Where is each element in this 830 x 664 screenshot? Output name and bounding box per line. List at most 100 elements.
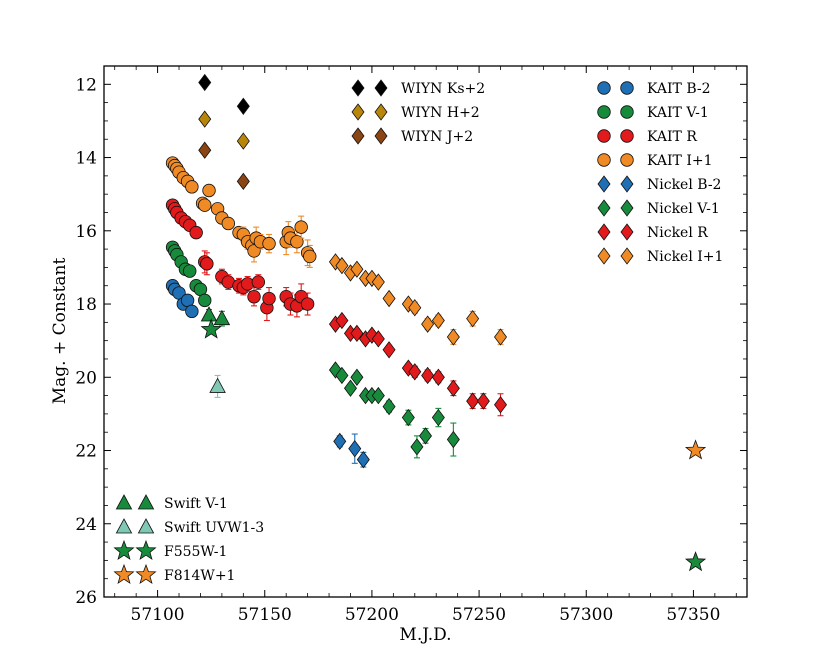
- data-point: [189, 225, 203, 240]
- data-point: [431, 311, 445, 330]
- data-point: [382, 341, 396, 359]
- data-point: [200, 306, 218, 322]
- plot-frame: [103, 65, 748, 598]
- data-point: [236, 172, 250, 191]
- x-tick-label: 57150: [238, 605, 292, 625]
- data-point: [408, 299, 422, 317]
- legend-marker: [597, 199, 611, 217]
- x-tick-label: 57100: [131, 605, 185, 625]
- y-tick-label: 26: [75, 588, 97, 608]
- y-tick-label: 14: [75, 149, 97, 169]
- legend-label: KAIT B-2: [647, 81, 711, 97]
- data-point: [213, 309, 231, 326]
- legend-item: F555W-1: [113, 539, 227, 561]
- axes: 57100 57150 57200 57250 57300 57350 12 14 16 18 20…: [75, 66, 747, 625]
- data-point: [236, 132, 250, 150]
- legend-label: Swift V-1: [164, 496, 228, 512]
- legend-bottom-left: Swift V-1 Swift UVW1-3 F555W-1 F814W+1: [113, 494, 264, 585]
- data-point: [401, 408, 415, 427]
- legend-marker: [597, 105, 611, 119]
- legend-label: F555W-1: [164, 544, 227, 560]
- x-tick-label: 57200: [345, 605, 399, 625]
- legend-item: KAIT V-1: [597, 105, 709, 121]
- data-point: [421, 315, 435, 333]
- series-wiyn_j: [198, 141, 250, 191]
- legend-marker: [597, 175, 611, 193]
- y-tick-label: 18: [75, 295, 97, 315]
- legend-item: F814W+1: [113, 563, 235, 585]
- data-point: [350, 260, 364, 278]
- legend-marker: [115, 518, 133, 534]
- data-point: [371, 330, 385, 348]
- y-tick-label: 12: [75, 75, 97, 95]
- series-kait_i: [165, 156, 317, 268]
- legend-marker: [374, 79, 388, 97]
- data-point: [371, 386, 385, 405]
- legend-label: KAIT V-1: [647, 105, 709, 121]
- series-kait_r: [165, 198, 315, 322]
- data-point: [466, 392, 480, 410]
- data-point: [303, 249, 317, 264]
- legend-marker: [113, 563, 135, 585]
- data-point: [431, 368, 445, 386]
- legend-label: KAIT R: [647, 129, 697, 145]
- series-nickel_r: [328, 311, 508, 417]
- legend-marker: [351, 79, 365, 97]
- legend-label: Swift UVW1-3: [164, 520, 264, 536]
- series-kait_v: [165, 240, 212, 308]
- data-point: [202, 183, 216, 198]
- legend-item: Nickel R: [597, 223, 708, 241]
- y-tick-label: 24: [75, 515, 97, 535]
- data-point: [350, 324, 364, 342]
- legend-label: F814W+1: [164, 568, 235, 584]
- legend-marker: [115, 494, 133, 510]
- y-tick-label: 16: [75, 222, 97, 242]
- y-axis-label: Mag. + Constant: [50, 258, 70, 405]
- legend-marker: [620, 153, 634, 167]
- data-point: [494, 328, 508, 346]
- data-point: [446, 379, 460, 397]
- legend-marker: [597, 223, 611, 241]
- legend-item: Nickel I+1: [597, 247, 723, 265]
- data-point: [198, 198, 212, 212]
- legend-item: KAIT B-2: [597, 81, 711, 97]
- series-nickel_b: [333, 432, 370, 469]
- data-point: [684, 439, 707, 460]
- legend-marker: [620, 175, 634, 193]
- legend-marker: [620, 199, 634, 217]
- legend-marker: [597, 247, 611, 265]
- y-tick-label: 20: [75, 368, 97, 388]
- legend-marker: [374, 103, 388, 121]
- legend-label: Nickel B-2: [647, 177, 721, 193]
- data-point: [356, 451, 370, 469]
- legend-item: KAIT R: [597, 129, 697, 145]
- legend-marker: [620, 247, 634, 265]
- data-point: [348, 440, 362, 458]
- series-kait_b: [165, 279, 199, 319]
- data-point: [431, 408, 445, 427]
- data-point: [294, 220, 308, 234]
- data-point: [494, 396, 508, 414]
- legend-marker: [137, 518, 155, 534]
- data-point: [198, 293, 212, 308]
- series-nickel_i: [328, 253, 508, 346]
- series-f555w: [200, 318, 707, 572]
- data-point: [466, 310, 480, 328]
- data-point: [247, 290, 261, 304]
- data-point: [247, 244, 261, 258]
- legend-marker: [137, 494, 155, 510]
- legend-label: Nickel R: [647, 225, 708, 241]
- data-point: [198, 110, 212, 128]
- legend-label: Nickel V-1: [647, 201, 720, 217]
- series-wiyn_h: [198, 110, 250, 150]
- data-point: [335, 366, 349, 385]
- data-point: [421, 366, 435, 385]
- legend-label: WIYN Ks+2: [401, 81, 485, 97]
- data-point: [200, 318, 222, 339]
- data-point: [446, 430, 460, 449]
- data-point: [262, 291, 276, 306]
- legend-marker: [135, 563, 157, 585]
- data-point: [350, 368, 364, 386]
- data-point: [476, 392, 490, 410]
- x-tick-label: 57350: [666, 605, 720, 625]
